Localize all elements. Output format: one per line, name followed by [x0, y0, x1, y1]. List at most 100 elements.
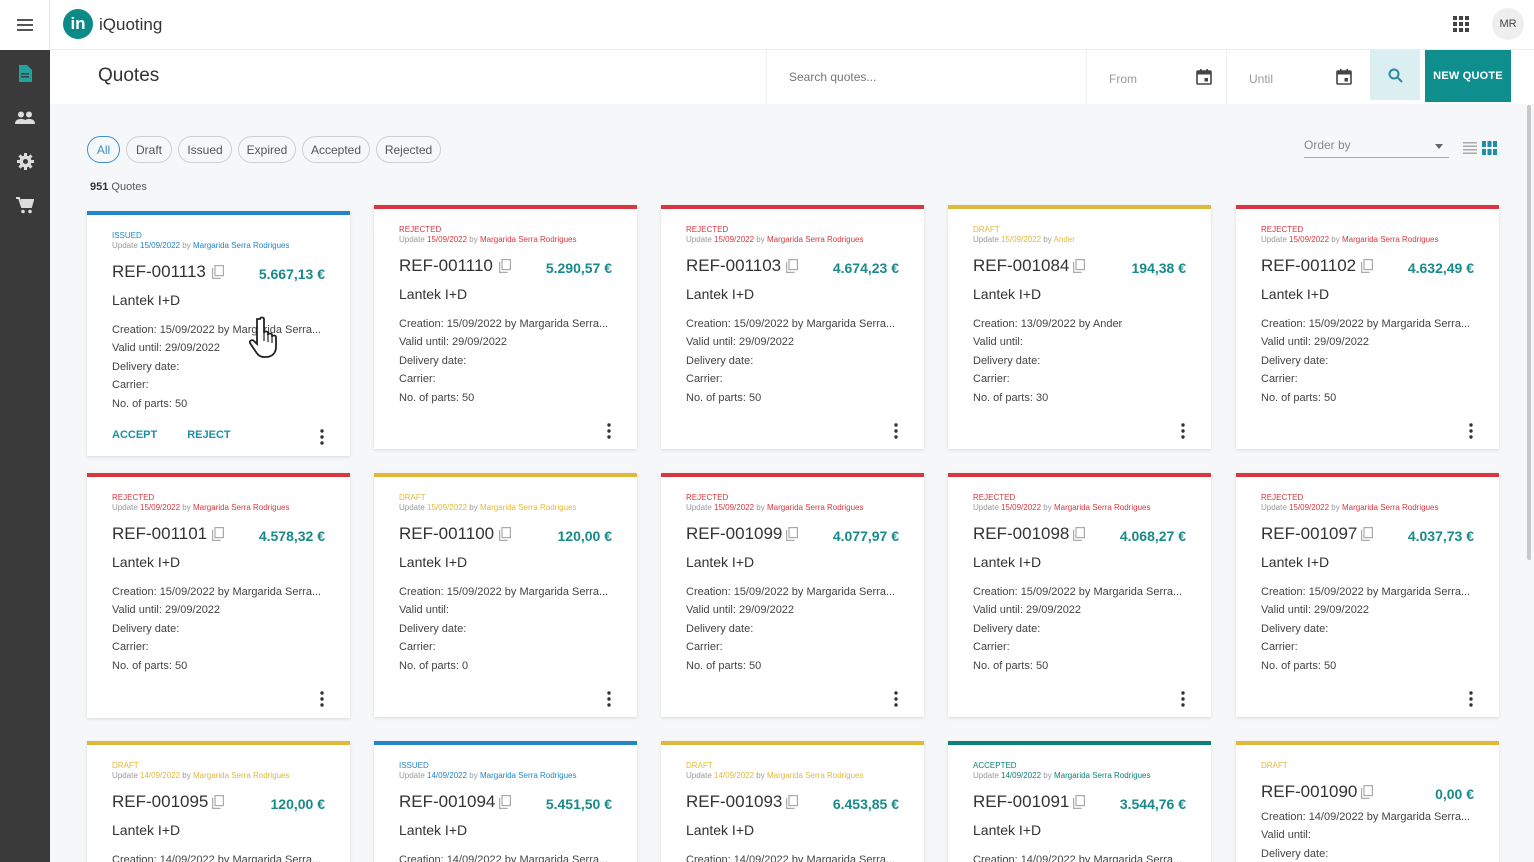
update-info: Update 15/09/2022 by Margarida Serra Rod…	[112, 503, 290, 512]
app-logo[interactable]: in	[63, 9, 93, 39]
quote-amount: 5.451,50 €	[545, 796, 612, 812]
quote-card[interactable]: REJECTED Update 15/09/2022 by Margarida S…	[374, 205, 637, 449]
quote-card[interactable]: REJECTED Update 15/09/2022 by Margarida S…	[661, 205, 924, 449]
filter-draft[interactable]: Draft	[126, 136, 172, 163]
search-button[interactable]	[1370, 50, 1420, 100]
copy-icon[interactable]	[1361, 527, 1373, 541]
more-options-icon[interactable]	[1180, 423, 1186, 439]
update-info: Update 15/09/2022 by Margarida Serra Rod…	[112, 241, 290, 250]
copy-icon[interactable]	[786, 259, 798, 273]
calendar-icon[interactable]	[1336, 69, 1352, 85]
copy-icon[interactable]	[1361, 785, 1373, 799]
quote-card[interactable]: DRAFT Update 15/09/2022 by Ander REF-00108…	[948, 205, 1211, 449]
quote-card[interactable]: REJECTED Update 15/09/2022 by Margarida S…	[661, 473, 924, 717]
hand-cursor-icon	[248, 316, 277, 358]
copy-icon[interactable]	[1073, 527, 1085, 541]
filter-all[interactable]: All	[87, 136, 120, 163]
quote-card[interactable]: REJECTED Update 15/09/2022 by Margarida S…	[948, 473, 1211, 717]
update-date: 15/09/2022	[714, 503, 755, 512]
more-options-icon[interactable]	[1180, 691, 1186, 707]
reject-button[interactable]: REJECT	[187, 429, 231, 441]
copy-icon[interactable]	[1073, 795, 1085, 809]
search-field	[766, 50, 1086, 104]
client-name: Lantek I+D	[399, 286, 468, 302]
nav-quotes[interactable]	[0, 58, 50, 88]
copy-icon[interactable]	[212, 527, 224, 541]
more-options-icon[interactable]	[1468, 423, 1474, 439]
copy-icon[interactable]	[212, 265, 224, 279]
detail-creation: Creation: 15/09/2022 by Margarida Serra.…	[1261, 318, 1471, 330]
list-view-icon[interactable]	[1463, 142, 1477, 154]
status-label: DRAFT	[686, 761, 713, 770]
more-options-icon[interactable]	[893, 691, 899, 707]
quote-amount: 120,00 €	[270, 796, 326, 812]
quote-reference: REF-001110	[399, 256, 493, 275]
status-label: REJECTED	[399, 225, 442, 234]
hamburger-menu-button[interactable]	[0, 0, 50, 50]
quote-card[interactable]: DRAFT Update 14/09/2022 by Margarida Serr…	[661, 741, 924, 862]
more-options-icon[interactable]	[893, 423, 899, 439]
quote-details: Creation: 14/09/2022 by Margarida Serra.…	[399, 851, 608, 862]
copy-icon[interactable]	[499, 795, 511, 809]
quote-reference: REF-001093	[686, 792, 783, 811]
detail-parts: No. of parts: 50	[973, 659, 1049, 672]
apps-grid-button[interactable]	[1453, 16, 1471, 34]
user-avatar[interactable]: MR	[1492, 8, 1524, 40]
search-input[interactable]	[767, 50, 1086, 104]
filter-expired[interactable]: Expired	[238, 136, 296, 163]
grid-view-icon[interactable]	[1482, 141, 1497, 155]
copy-icon[interactable]	[1361, 259, 1373, 273]
update-info: Update 14/09/2022 by Margarida Serra Rod…	[112, 771, 290, 780]
client-name: Lantek I+D	[399, 554, 468, 570]
update-author: Margarida Serra Rodrigues	[766, 235, 864, 244]
more-options-icon[interactable]	[606, 423, 612, 439]
more-options-icon[interactable]	[319, 429, 325, 445]
new-quote-button[interactable]: NEW QUOTE	[1425, 50, 1511, 102]
quote-card[interactable]: DRAFT REF-001090 0,00 € Creation: 14/09/202…	[1236, 741, 1499, 862]
update-date: 15/09/2022	[1001, 235, 1042, 244]
copy-icon[interactable]	[786, 795, 798, 809]
order-by-select[interactable]: Order by	[1304, 138, 1449, 158]
copy-icon[interactable]	[499, 527, 511, 541]
accept-button[interactable]: ACCEPT	[112, 429, 158, 441]
copy-icon[interactable]	[499, 259, 511, 273]
nav-customers[interactable]	[0, 102, 50, 132]
more-options-icon[interactable]	[1468, 691, 1474, 707]
client-name: Lantek I+D	[112, 554, 181, 570]
update-author: Margarida Serra Rodrigues	[479, 235, 577, 244]
shopping-cart-icon	[16, 196, 34, 213]
detail-valid-until: Valid until:	[973, 336, 1023, 349]
filter-issued[interactable]: Issued	[178, 136, 232, 163]
quote-card[interactable]: DRAFT Update 14/09/2022 by Margarida Serr…	[87, 741, 350, 862]
update-author: Margarida Serra Rodrigues	[192, 771, 290, 780]
quote-card[interactable]: ISSUED Update 15/09/2022 by Margarida Ser…	[87, 211, 350, 456]
quote-card[interactable]: REJECTED Update 15/09/2022 by Margarida S…	[87, 473, 350, 718]
quote-card[interactable]: ACCEPTED Update 14/09/2022 by Margarida S…	[948, 741, 1211, 862]
detail-creation: Creation: 15/09/2022 by Margarida Serra.…	[686, 586, 896, 598]
more-options-icon[interactable]	[319, 691, 325, 707]
filter-rejected[interactable]: Rejected	[376, 136, 441, 163]
quote-amount: 0,00 €	[1435, 786, 1474, 802]
detail-valid-until: Valid until: 29/09/2022	[686, 604, 795, 617]
update-author: Margarida Serra Rodrigues	[1053, 503, 1151, 512]
copy-icon[interactable]	[212, 795, 224, 809]
calendar-icon[interactable]	[1196, 69, 1212, 85]
update-info: Update 14/09/2022 by Margarida Serra Rod…	[973, 771, 1151, 780]
page-scrollbar[interactable]	[1527, 105, 1531, 560]
until-date-field[interactable]: Until	[1226, 50, 1366, 104]
more-options-icon[interactable]	[606, 691, 612, 707]
quote-card[interactable]: REJECTED Update 15/09/2022 by Margarida S…	[1236, 473, 1499, 717]
quote-amount: 120,00 €	[557, 528, 613, 544]
quotes-count: 951 Quotes	[90, 181, 147, 193]
order-by-label: Order by	[1304, 138, 1351, 152]
quote-card[interactable]: REJECTED Update 15/09/2022 by Margarida S…	[1236, 205, 1499, 449]
quote-card[interactable]: DRAFT Update 15/09/2022 by Margarida Serr…	[374, 473, 637, 717]
copy-icon[interactable]	[786, 527, 798, 541]
copy-icon[interactable]	[1073, 259, 1085, 273]
from-date-field[interactable]: From	[1086, 50, 1226, 104]
detail-carrier: Carrier:	[112, 379, 149, 392]
nav-cart[interactable]	[0, 190, 50, 220]
quote-card[interactable]: ISSUED Update 14/09/2022 by Margarida Ser…	[374, 741, 637, 862]
filter-accepted[interactable]: Accepted	[302, 136, 370, 163]
nav-settings[interactable]	[0, 146, 50, 176]
